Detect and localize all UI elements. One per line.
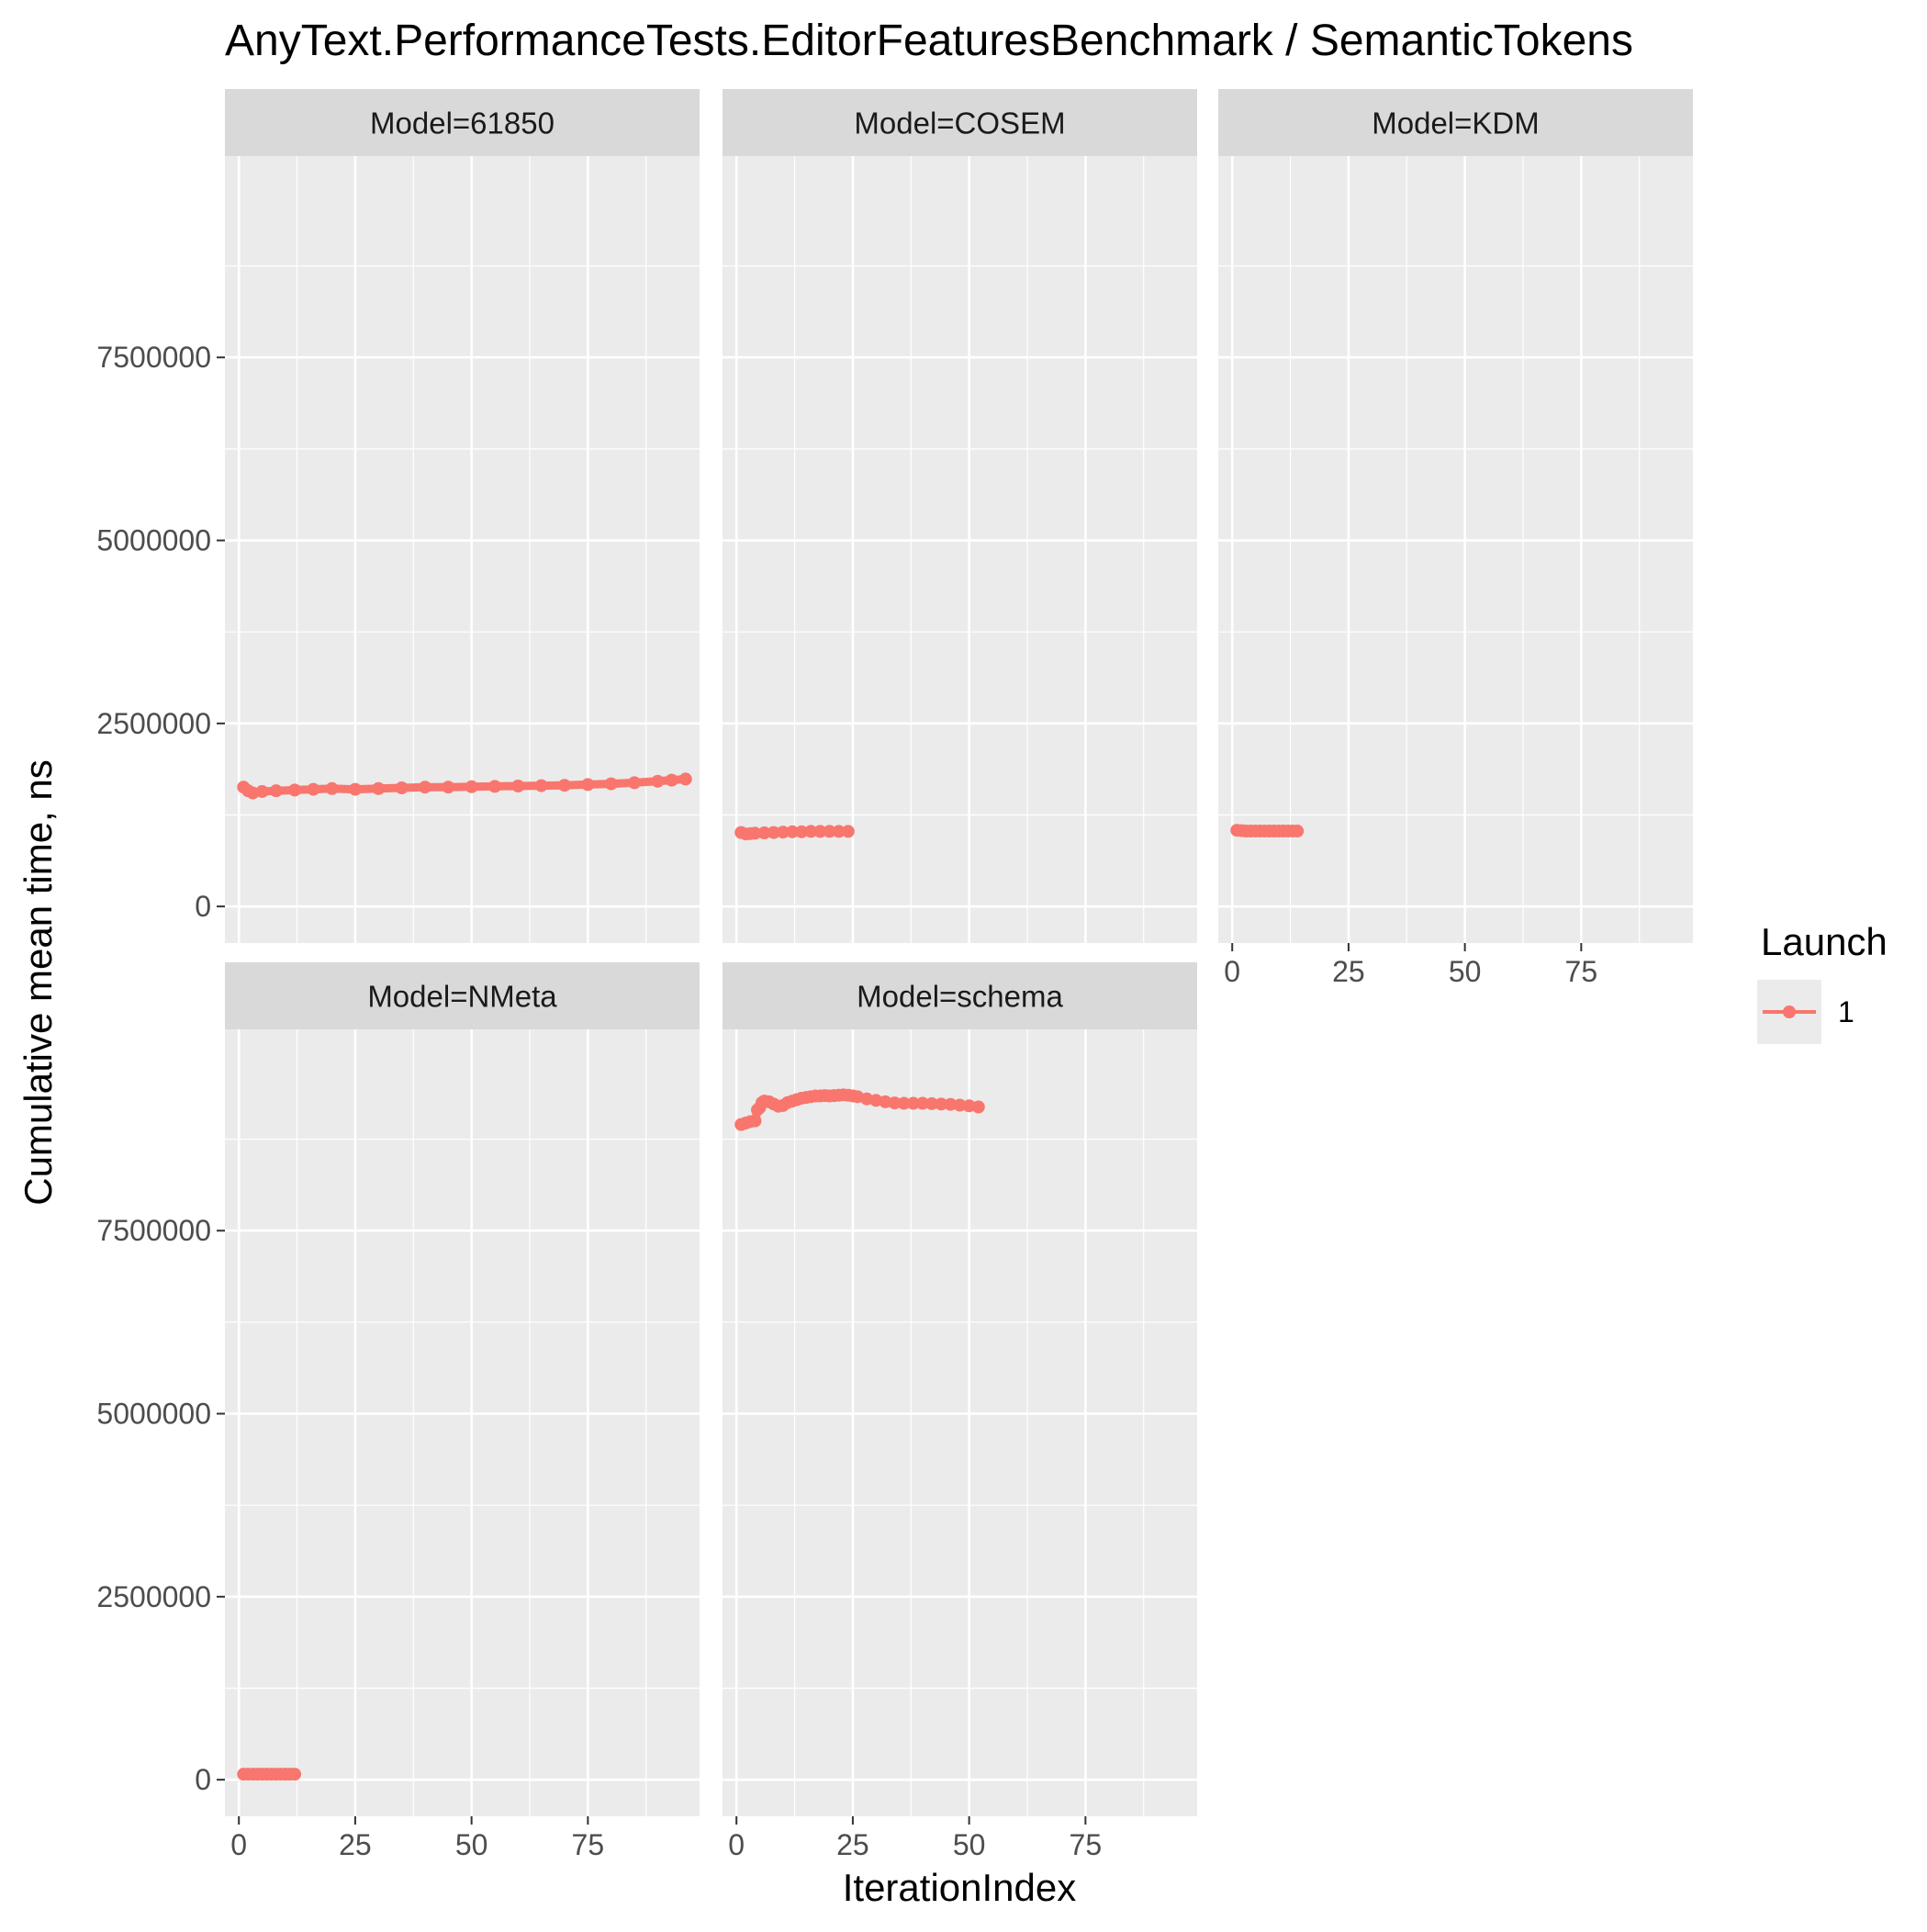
data-point bbox=[487, 780, 501, 793]
data-point bbox=[879, 1095, 892, 1108]
data-point bbox=[307, 782, 320, 796]
data-point bbox=[971, 1100, 985, 1114]
facet-strip bbox=[1218, 89, 1693, 156]
panel-background bbox=[225, 156, 700, 943]
x-tick-label: 0 bbox=[230, 1828, 247, 1861]
data-point bbox=[581, 778, 595, 792]
legend-entry-label: 1 bbox=[1838, 995, 1854, 1028]
data-point bbox=[665, 773, 678, 787]
data-point bbox=[511, 779, 525, 792]
panel-model-nmeta: Model=NMeta bbox=[225, 962, 700, 1816]
x-tick-label: 50 bbox=[953, 1828, 986, 1861]
x-tick-label: 25 bbox=[1332, 955, 1365, 988]
facet-strip-label: Model=61850 bbox=[370, 107, 555, 140]
data-point bbox=[465, 780, 478, 793]
x-tick-label: 0 bbox=[728, 1828, 745, 1861]
panel-background bbox=[225, 1029, 700, 1816]
data-point bbox=[372, 781, 386, 795]
data-point bbox=[776, 826, 790, 839]
data-point bbox=[786, 825, 800, 838]
chart-title: AnyText.PerformanceTests.EditorFeaturesB… bbox=[225, 17, 1633, 65]
facet-strip bbox=[225, 962, 700, 1029]
data-point bbox=[823, 825, 836, 838]
panel-model-kdm: Model=KDM bbox=[1218, 89, 1693, 943]
data-point bbox=[288, 1768, 302, 1781]
data-point bbox=[767, 826, 780, 839]
panel-background bbox=[723, 1029, 1197, 1816]
x-tick-label: 50 bbox=[1449, 955, 1482, 988]
facet-strip-label: Model=NMeta bbox=[367, 980, 557, 1014]
y-tick-label: 0 bbox=[195, 1763, 211, 1796]
y-tick-label: 2500000 bbox=[96, 1580, 211, 1613]
panel-background bbox=[723, 156, 1197, 943]
data-point bbox=[748, 1114, 762, 1128]
y-tick-label: 7500000 bbox=[96, 341, 211, 374]
panel-model-schema: Model=schema bbox=[723, 962, 1197, 1816]
x-tick-label: 75 bbox=[1565, 955, 1598, 988]
facet-strip bbox=[225, 89, 700, 156]
y-tick-label: 7500000 bbox=[96, 1214, 211, 1247]
data-point bbox=[953, 1098, 967, 1112]
data-point bbox=[841, 825, 855, 838]
data-point bbox=[888, 1096, 902, 1110]
data-point bbox=[906, 1096, 920, 1110]
data-point bbox=[915, 1096, 929, 1110]
y-tick-label: 5000000 bbox=[96, 1398, 211, 1431]
data-point bbox=[813, 825, 827, 838]
data-point bbox=[925, 1096, 939, 1110]
data-point bbox=[628, 776, 642, 790]
data-point bbox=[325, 781, 339, 795]
y-tick-label: 5000000 bbox=[96, 524, 211, 557]
panel-model-61850: Model=61850 bbox=[225, 89, 700, 943]
facet-strip-label: Model=schema bbox=[857, 980, 1063, 1014]
facet-strip-label: Model=KDM bbox=[1372, 107, 1539, 140]
data-point bbox=[944, 1097, 958, 1111]
x-axis-title: IterationIndex bbox=[843, 1866, 1077, 1909]
data-point bbox=[1291, 825, 1305, 838]
facet-strip bbox=[723, 89, 1197, 156]
data-point bbox=[962, 1099, 976, 1113]
data-point bbox=[757, 826, 771, 840]
data-point bbox=[288, 783, 302, 797]
x-tick-label: 75 bbox=[1070, 1828, 1103, 1861]
data-point bbox=[395, 781, 409, 794]
x-tick-label: 25 bbox=[836, 1828, 869, 1861]
legend-title: Launch bbox=[1761, 920, 1888, 963]
panel-background bbox=[1218, 156, 1693, 943]
facet-strip-label: Model=COSEM bbox=[854, 107, 1065, 140]
data-point bbox=[832, 825, 846, 838]
x-tick-label: 75 bbox=[572, 1828, 605, 1861]
data-point bbox=[804, 825, 818, 838]
data-point bbox=[935, 1097, 948, 1111]
legend-key-point bbox=[1783, 1005, 1796, 1018]
y-tick-label: 0 bbox=[195, 890, 211, 923]
data-point bbox=[442, 781, 455, 794]
data-point bbox=[418, 781, 431, 794]
y-tick-label: 2500000 bbox=[96, 707, 211, 740]
data-point bbox=[255, 784, 269, 798]
data-point bbox=[534, 779, 548, 792]
x-tick-label: 25 bbox=[339, 1828, 372, 1861]
panel-model-cosem: Model=COSEM bbox=[723, 89, 1197, 943]
y-axis-title: Cumulative mean time, ns bbox=[17, 759, 60, 1206]
panels-layer: Model=61850 Model=COSEM Model=KDM Model=NMe… bbox=[225, 89, 1693, 1816]
data-point bbox=[748, 826, 762, 840]
data-point bbox=[269, 784, 283, 798]
data-point bbox=[897, 1096, 911, 1110]
x-tick-label: 0 bbox=[1224, 955, 1240, 988]
x-tick-label: 50 bbox=[455, 1828, 488, 1861]
data-point bbox=[604, 777, 618, 791]
data-point bbox=[348, 782, 362, 796]
data-point bbox=[558, 779, 572, 792]
data-point bbox=[651, 774, 665, 788]
facet-strip bbox=[723, 962, 1197, 1029]
data-point bbox=[678, 772, 692, 786]
legend: Launch 1 bbox=[1757, 920, 1888, 1044]
data-point bbox=[795, 825, 809, 838]
